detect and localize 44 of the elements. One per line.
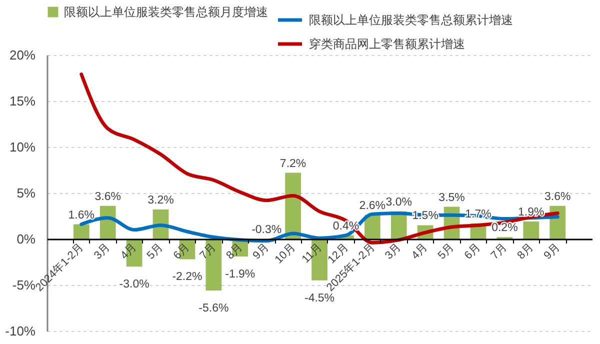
data-label: 1.6% bbox=[68, 209, 95, 222]
x-tick-label: 5月 bbox=[436, 241, 457, 262]
legend-label: 限额以上单位服装类零售总额累计增速 bbox=[309, 13, 513, 27]
x-tick-label: 3月 bbox=[383, 241, 404, 262]
data-label: 3.6% bbox=[544, 190, 571, 203]
x-tick-label: 3月 bbox=[92, 241, 113, 262]
y-tick-label: 10% bbox=[9, 140, 36, 154]
data-label: 3.6% bbox=[94, 190, 121, 203]
data-label: 3.5% bbox=[438, 192, 465, 204]
data-label: -0.3% bbox=[252, 224, 282, 236]
x-tick-label: 11月 bbox=[300, 241, 324, 266]
x-tick-label: 10月 bbox=[272, 241, 298, 266]
x-tick-label: 9月 bbox=[542, 241, 562, 262]
data-label: 7.2% bbox=[280, 158, 306, 170]
legend-label: 限额以上单位服装类零售总额月度增速 bbox=[64, 5, 268, 19]
x-tick-label: 6月 bbox=[171, 241, 192, 262]
data-label: -3.0% bbox=[119, 278, 150, 291]
x-tick-label: 7月 bbox=[198, 241, 218, 262]
y-tick-label: 0% bbox=[16, 232, 36, 246]
x-tick-label: 4月 bbox=[409, 241, 430, 262]
data-label: 0.2% bbox=[492, 222, 518, 234]
y-tick-label: 15% bbox=[9, 94, 36, 108]
data-label: -2.2% bbox=[172, 271, 202, 284]
y-tick-label: -10% bbox=[5, 324, 36, 338]
y-tick-label: 20% bbox=[9, 48, 36, 62]
bar bbox=[364, 215, 380, 239]
x-tick-label: 9月 bbox=[250, 241, 272, 262]
data-label: 2.6% bbox=[359, 200, 386, 212]
x-tick-label: 5月 bbox=[144, 241, 166, 262]
data-label: -1.9% bbox=[225, 268, 256, 280]
y-tick-label: -5% bbox=[12, 278, 36, 292]
x-tick-label: 6月 bbox=[462, 241, 483, 262]
y-tick-label: 5% bbox=[16, 186, 36, 200]
bar bbox=[523, 222, 540, 239]
legend-label: 穿类商品网上零售额累计增速 bbox=[309, 37, 465, 51]
x-tick-label: 8月 bbox=[224, 241, 245, 262]
data-label: 3.0% bbox=[386, 196, 412, 208]
x-tick-label: 8月 bbox=[515, 241, 536, 262]
data-label: 3.2% bbox=[148, 194, 174, 207]
data-label: -5.6% bbox=[198, 302, 229, 315]
x-tick-label: 7月 bbox=[488, 241, 510, 262]
data-label: -4.5% bbox=[304, 292, 335, 304]
x-tick-label: 4月 bbox=[118, 241, 140, 262]
bar bbox=[73, 224, 90, 239]
